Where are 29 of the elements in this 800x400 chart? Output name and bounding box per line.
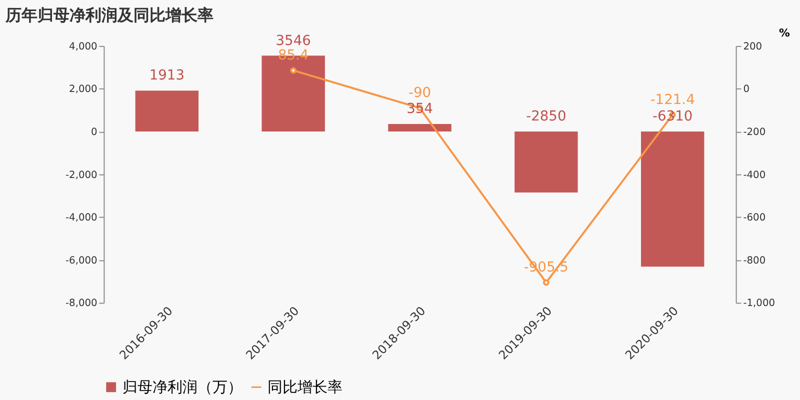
bar [640, 132, 704, 267]
y2-tick-label: -200 [743, 127, 766, 138]
bar [514, 132, 578, 193]
y2-tick-label: -1,000 [743, 298, 776, 310]
data-label: 3546 [276, 32, 311, 49]
data-label: -121.4 [650, 92, 696, 108]
data-label: -2850 [526, 108, 566, 125]
y-tick-label: -6,000 [65, 255, 98, 266]
y2-axis-title: % [779, 26, 790, 40]
legend-label: 同比增长率 [268, 379, 343, 396]
y2-tick-label: 200 [743, 41, 762, 52]
y2-tick-label: 0 [743, 84, 750, 96]
y-tick-label: 4,000 [69, 41, 98, 52]
point [290, 67, 297, 74]
y-tick-label: -4,000 [65, 212, 98, 224]
y-tick-label: 0 [91, 127, 98, 138]
legend-label: 归母净利润（万） [122, 379, 242, 396]
bar [135, 90, 199, 132]
point [542, 279, 550, 286]
y-tick-label: -8,000 [65, 298, 98, 310]
data-label: -90 [408, 85, 432, 102]
y-tick-label: 2,000 [69, 84, 98, 96]
chart-title: 历年归母净利润及同比增长率 [4, 5, 214, 24]
y2-tick-label: -400 [743, 170, 766, 181]
y2-tick-label: -600 [743, 212, 766, 224]
y2-tick-label: -800 [743, 255, 766, 266]
y-tick-label: -2,000 [65, 170, 98, 181]
bar [388, 124, 452, 132]
data-label: 1913 [149, 68, 184, 84]
